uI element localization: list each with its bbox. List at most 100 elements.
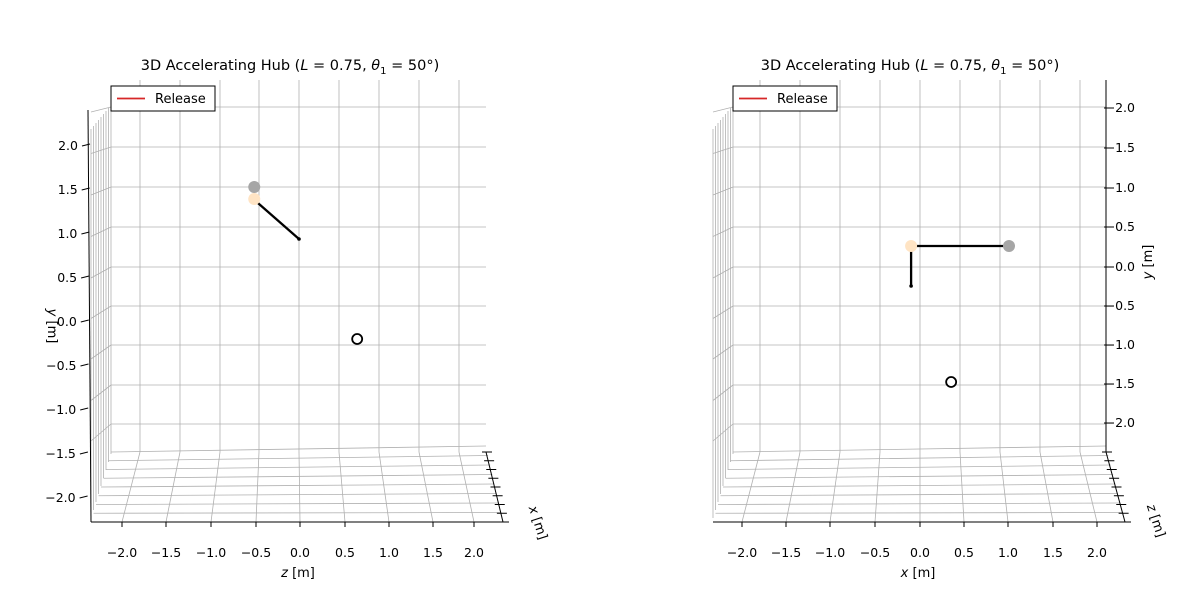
y-tick-label: −1.0 — [1105, 337, 1135, 352]
floor-depth-line — [105, 464, 491, 470]
y-tick-label: −0.5 — [46, 358, 76, 373]
floor-depth-line — [727, 464, 1111, 470]
y-tick-label: 0.5 — [1115, 219, 1135, 234]
floor-depth-line — [110, 445, 487, 453]
depth-axis-label: x [m] — [525, 503, 550, 542]
joint-point — [905, 240, 918, 252]
y-tick — [80, 275, 90, 279]
x-tick-label: 0.5 — [954, 545, 974, 560]
arm-line — [255, 200, 300, 240]
y-axis-label-unit: [m] — [1141, 245, 1156, 272]
x-axis-label: x [m] — [900, 566, 936, 581]
legend-label-release: Release — [155, 92, 206, 107]
y-tick — [80, 319, 89, 323]
x-tick-label: −2.0 — [107, 545, 137, 560]
x-axis-label-var: z — [280, 566, 289, 581]
x-tick-label: 1.5 — [1043, 545, 1063, 560]
floor-grid-line — [874, 451, 881, 523]
floor-depth-line — [722, 483, 1116, 488]
title-var-theta: θ — [991, 58, 1000, 74]
x-axis-label-var: x — [900, 566, 909, 581]
y-tick-label: 2.0 — [1115, 100, 1135, 115]
floor-depth-line — [732, 445, 1107, 453]
y-tick-label: −2.0 — [45, 490, 75, 505]
floor-grid-line — [255, 451, 260, 523]
floor-grid-line — [418, 451, 434, 523]
y-axis-label-var: y — [44, 308, 59, 317]
title-eq1: = 0.75, — [308, 58, 371, 74]
legend-label-release: Release — [777, 92, 828, 107]
x-tick-label: 2.0 — [1087, 545, 1107, 560]
y-tick-label: 1.5 — [1115, 140, 1135, 155]
floor-grid-line — [999, 451, 1009, 523]
x-tick-label: 1.0 — [379, 545, 399, 560]
floor-depth-line — [717, 502, 1121, 505]
y-axis-line — [87, 109, 92, 523]
side-grid-line — [712, 106, 734, 113]
x-tick-label: −1.5 — [771, 545, 801, 560]
floor-grid-line — [210, 451, 221, 523]
arm-tip-point — [909, 284, 913, 288]
x-axis-label-unit: [m] — [288, 566, 315, 581]
title-var-theta: θ — [371, 58, 380, 74]
title-subscript: 1 — [1000, 66, 1006, 77]
floor-grid-line — [785, 451, 801, 523]
joint-point — [248, 193, 261, 205]
y-tick-label: −1.5 — [1105, 376, 1135, 391]
floor-depth-line — [103, 474, 493, 479]
floor-grid-line — [1039, 451, 1054, 523]
floor-depth-line — [730, 455, 1109, 462]
y-tick-label: 1.0 — [58, 226, 78, 241]
y-tick-label: 0.0 — [1115, 259, 1135, 274]
title-main: 3D Accelerating Hub ( — [761, 58, 921, 74]
title-subscript: 1 — [380, 66, 386, 77]
y-axis-label-var: y — [1141, 271, 1156, 280]
x-tick-label: −2.0 — [727, 545, 757, 560]
floor-depth-line — [98, 493, 497, 497]
floor-grid-line — [298, 451, 301, 523]
depth-axis-label: z [m] — [1143, 502, 1168, 540]
x-tick-label: 0.5 — [335, 545, 355, 560]
y-tick — [81, 231, 90, 235]
x-tick-label: −1.0 — [196, 545, 226, 560]
x-tick-label: −1.0 — [815, 545, 845, 560]
depth-axis-label-unit: [m] — [527, 511, 550, 541]
title-eq2: = 50°) — [387, 58, 440, 74]
target-ring — [351, 333, 364, 345]
hub-point — [248, 181, 261, 193]
chart-title: 3D Accelerating Hub (L = 0.75, θ1 = 50°) — [141, 58, 440, 77]
y-tick — [81, 143, 91, 147]
floor-depth-line — [108, 455, 489, 462]
y-tick-label: 0.5 — [57, 270, 77, 285]
title-var-l: L — [300, 58, 308, 74]
x-tick-label: 1.0 — [998, 545, 1018, 560]
y-tick-label: 2.0 — [58, 138, 78, 153]
back-pane — [733, 80, 1106, 452]
floor-grid-line — [1079, 451, 1098, 523]
floor-grid-line — [458, 451, 475, 523]
y-axis-label: y [m] — [1141, 245, 1156, 281]
y-tick — [81, 187, 90, 191]
title-eq1: = 0.75, — [928, 58, 991, 74]
floor-depth-line — [100, 483, 495, 488]
x-axis-label: z [m] — [280, 566, 315, 581]
legend: Release — [732, 85, 838, 112]
floor-depth-line — [725, 474, 1114, 479]
floor-grid-line — [338, 451, 346, 523]
chart-panel-left: −2.0 −1.5 −1.0 −0.5 0.0 0.5 1.0 1.5 2.0 2.0 1.5 1.0… — [44, 58, 550, 581]
y-tick — [80, 363, 89, 367]
hub-point — [1003, 240, 1015, 252]
y-tick-label: −1.5 — [46, 446, 76, 461]
x-tick-label: −1.5 — [151, 545, 181, 560]
back-pane — [111, 80, 486, 452]
floor-depth-line — [720, 493, 1118, 497]
x-tick-label: 2.0 — [464, 545, 484, 560]
arm-tip-point — [297, 237, 301, 241]
floor-grid-line — [165, 451, 181, 523]
y-tick-label: 0.0 — [57, 314, 77, 329]
y-tick-label: 1.0 — [1115, 180, 1135, 195]
y-tick — [79, 495, 88, 499]
x-tick-label: 0.0 — [910, 545, 930, 560]
x-axis-label-unit: [m] — [908, 566, 935, 581]
